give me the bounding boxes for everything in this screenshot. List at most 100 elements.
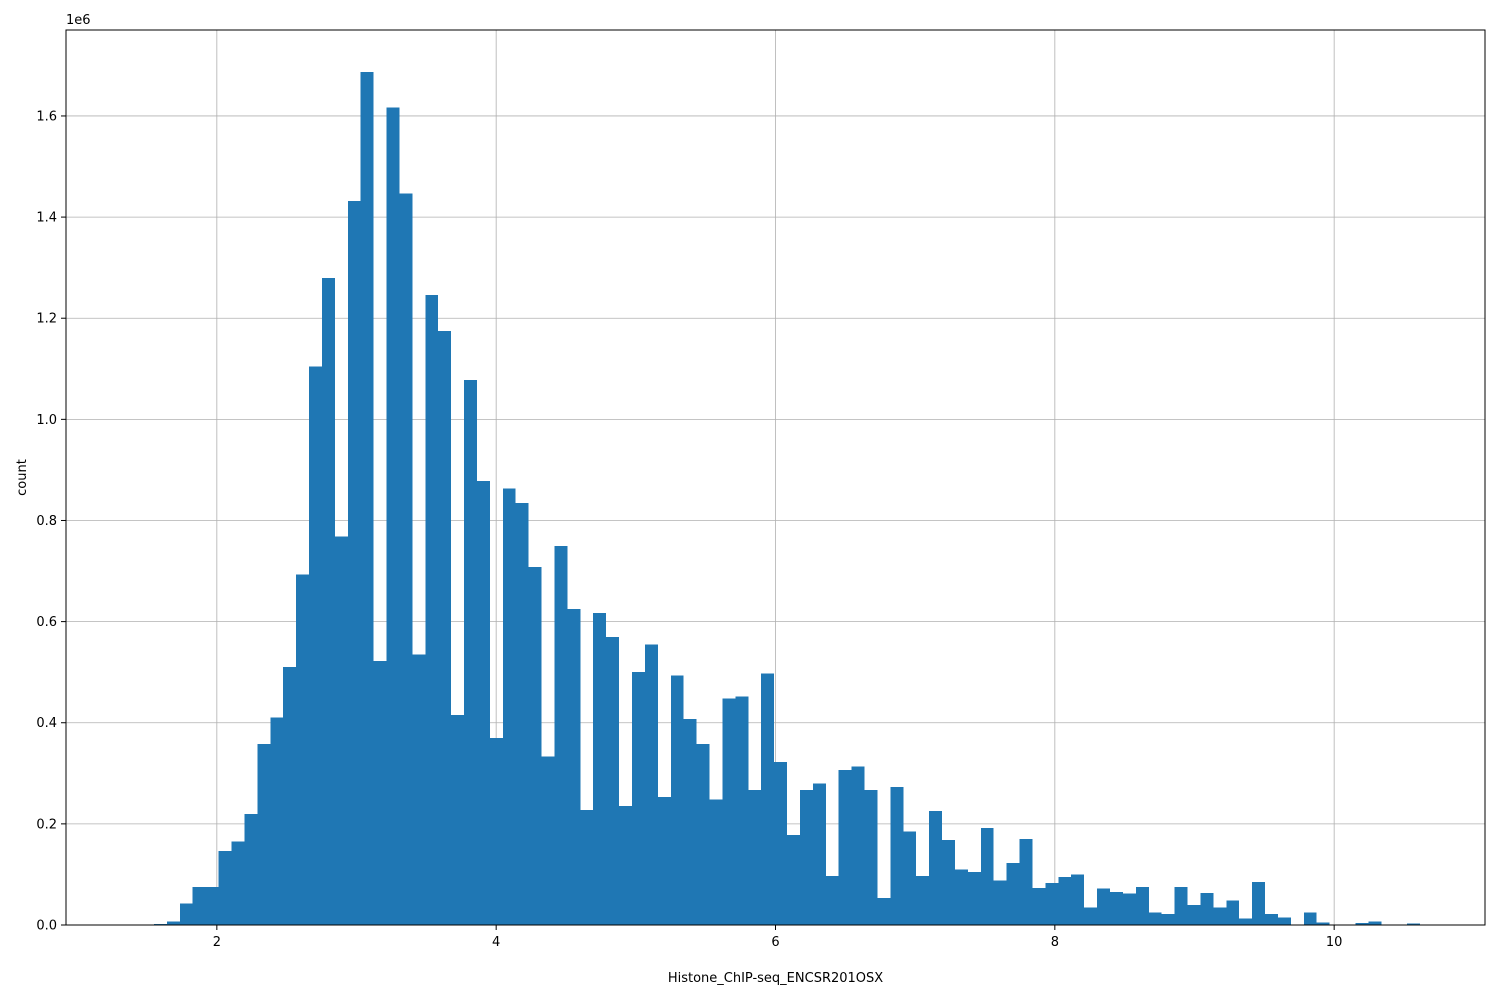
histogram-bar [425, 294, 439, 925]
histogram-bar [1019, 839, 1033, 925]
histogram-bar [334, 536, 348, 925]
histogram-bar [179, 903, 193, 925]
histogram-bar [502, 488, 516, 925]
histogram-bar [283, 667, 297, 925]
x-axis-label: Histone_ChIP-seq_ENCSR201OSX [668, 971, 883, 986]
histogram-bar [528, 567, 542, 925]
histogram-bar [709, 799, 723, 925]
histogram-bar [631, 672, 645, 925]
histogram-bar [360, 71, 374, 925]
histogram-bar [774, 762, 788, 925]
histogram-bar [309, 366, 322, 925]
histogram-bar [1084, 907, 1098, 925]
histogram-bar [825, 875, 839, 925]
histogram-bar [205, 887, 219, 925]
histogram-bar [347, 200, 361, 925]
y-tick-label: 1.4 [36, 211, 57, 226]
histogram-bar [1265, 913, 1278, 925]
histogram-bar [386, 107, 400, 926]
histogram-bar [670, 675, 684, 925]
histogram-bar [1148, 912, 1162, 925]
y-axis-ticks: 0.0 0.2 0.4 0.6 0.8 1.0 1.2 1.4 1.6 [36, 109, 66, 934]
histogram-bar [231, 841, 245, 925]
histogram-bar [476, 481, 490, 925]
histogram-bar [929, 811, 943, 925]
y-tick-label: 0.2 [36, 817, 57, 832]
histogram-bar [657, 797, 671, 925]
histogram-bar [1174, 887, 1188, 925]
x-tick-label: 8 [1051, 935, 1059, 950]
histogram-bar [541, 756, 555, 925]
histogram-bar [1252, 882, 1266, 925]
histogram-bar [296, 574, 310, 925]
histogram-bar [464, 379, 477, 925]
histogram-bar [1032, 888, 1046, 925]
histogram-bar [321, 277, 335, 925]
histogram-bar [1187, 904, 1201, 925]
histogram-bar [864, 789, 878, 925]
histogram-bar [644, 644, 658, 925]
histogram-bar [761, 673, 775, 925]
histogram-bars [153, 71, 1421, 926]
histogram-bar [954, 869, 968, 925]
x-tick-label: 2 [213, 935, 221, 950]
histogram-bar [696, 743, 710, 925]
histogram-bar [1122, 893, 1136, 925]
histogram-bar [1239, 918, 1253, 925]
y-tick-label: 1.6 [36, 109, 57, 124]
histogram-bar [1058, 876, 1072, 925]
histogram-bar [980, 827, 994, 925]
histogram-bar [799, 789, 813, 925]
y-tick-label: 1.0 [36, 413, 57, 428]
y-tick-label: 0.4 [36, 716, 57, 731]
histogram-bar [166, 921, 180, 925]
histogram-bar [812, 783, 826, 925]
histogram-bar [683, 719, 697, 925]
histogram-bar [412, 654, 426, 925]
histogram-bar [1303, 912, 1317, 925]
histogram-bar [787, 834, 800, 925]
histogram-bar [1071, 874, 1085, 925]
histogram-bar [554, 545, 568, 925]
x-axis-ticks: 2 4 6 8 10 [213, 925, 1343, 950]
histogram-bar [515, 502, 529, 925]
histogram-bar [580, 810, 594, 925]
histogram-bar [1368, 921, 1382, 925]
y-tick-label: 0.8 [36, 514, 57, 529]
histogram-bar [270, 717, 284, 925]
histogram-bar [851, 766, 865, 925]
histogram-bar [890, 786, 904, 925]
histogram-bar [838, 769, 852, 925]
histogram-bar [373, 661, 387, 925]
histogram-bar [967, 871, 981, 925]
histogram-bar [606, 636, 620, 925]
histogram-bar [903, 831, 917, 925]
x-tick-label: 10 [1326, 935, 1343, 950]
histogram-bar [489, 737, 503, 925]
histogram-bar [1161, 913, 1175, 925]
histogram-bar [1109, 892, 1123, 925]
histogram-bar [1316, 922, 1330, 925]
histogram-bar [916, 875, 930, 925]
y-tick-label: 0.6 [36, 615, 57, 630]
histogram-bar [244, 813, 258, 925]
histogram-bar [451, 715, 465, 925]
histogram-bar [722, 698, 736, 925]
histogram-bar [1097, 888, 1110, 925]
y-axis-multiplier: 1e6 [66, 13, 91, 28]
histogram-bar [619, 806, 632, 925]
histogram-bar [1045, 883, 1059, 925]
y-tick-label: 0.0 [36, 919, 57, 934]
histogram-bar [567, 608, 581, 925]
histogram-bar [993, 880, 1007, 925]
histogram-bar [942, 840, 955, 925]
y-tick-label: 1.2 [36, 312, 57, 327]
histogram-bar [1200, 893, 1214, 925]
histogram-bar [1407, 923, 1421, 925]
histogram-bar [1226, 900, 1240, 925]
histogram-bar [1006, 862, 1020, 925]
histogram-bar [735, 696, 749, 925]
histogram-bar [1135, 887, 1149, 925]
histogram-bar [218, 851, 232, 925]
y-axis-label: count [15, 459, 30, 496]
